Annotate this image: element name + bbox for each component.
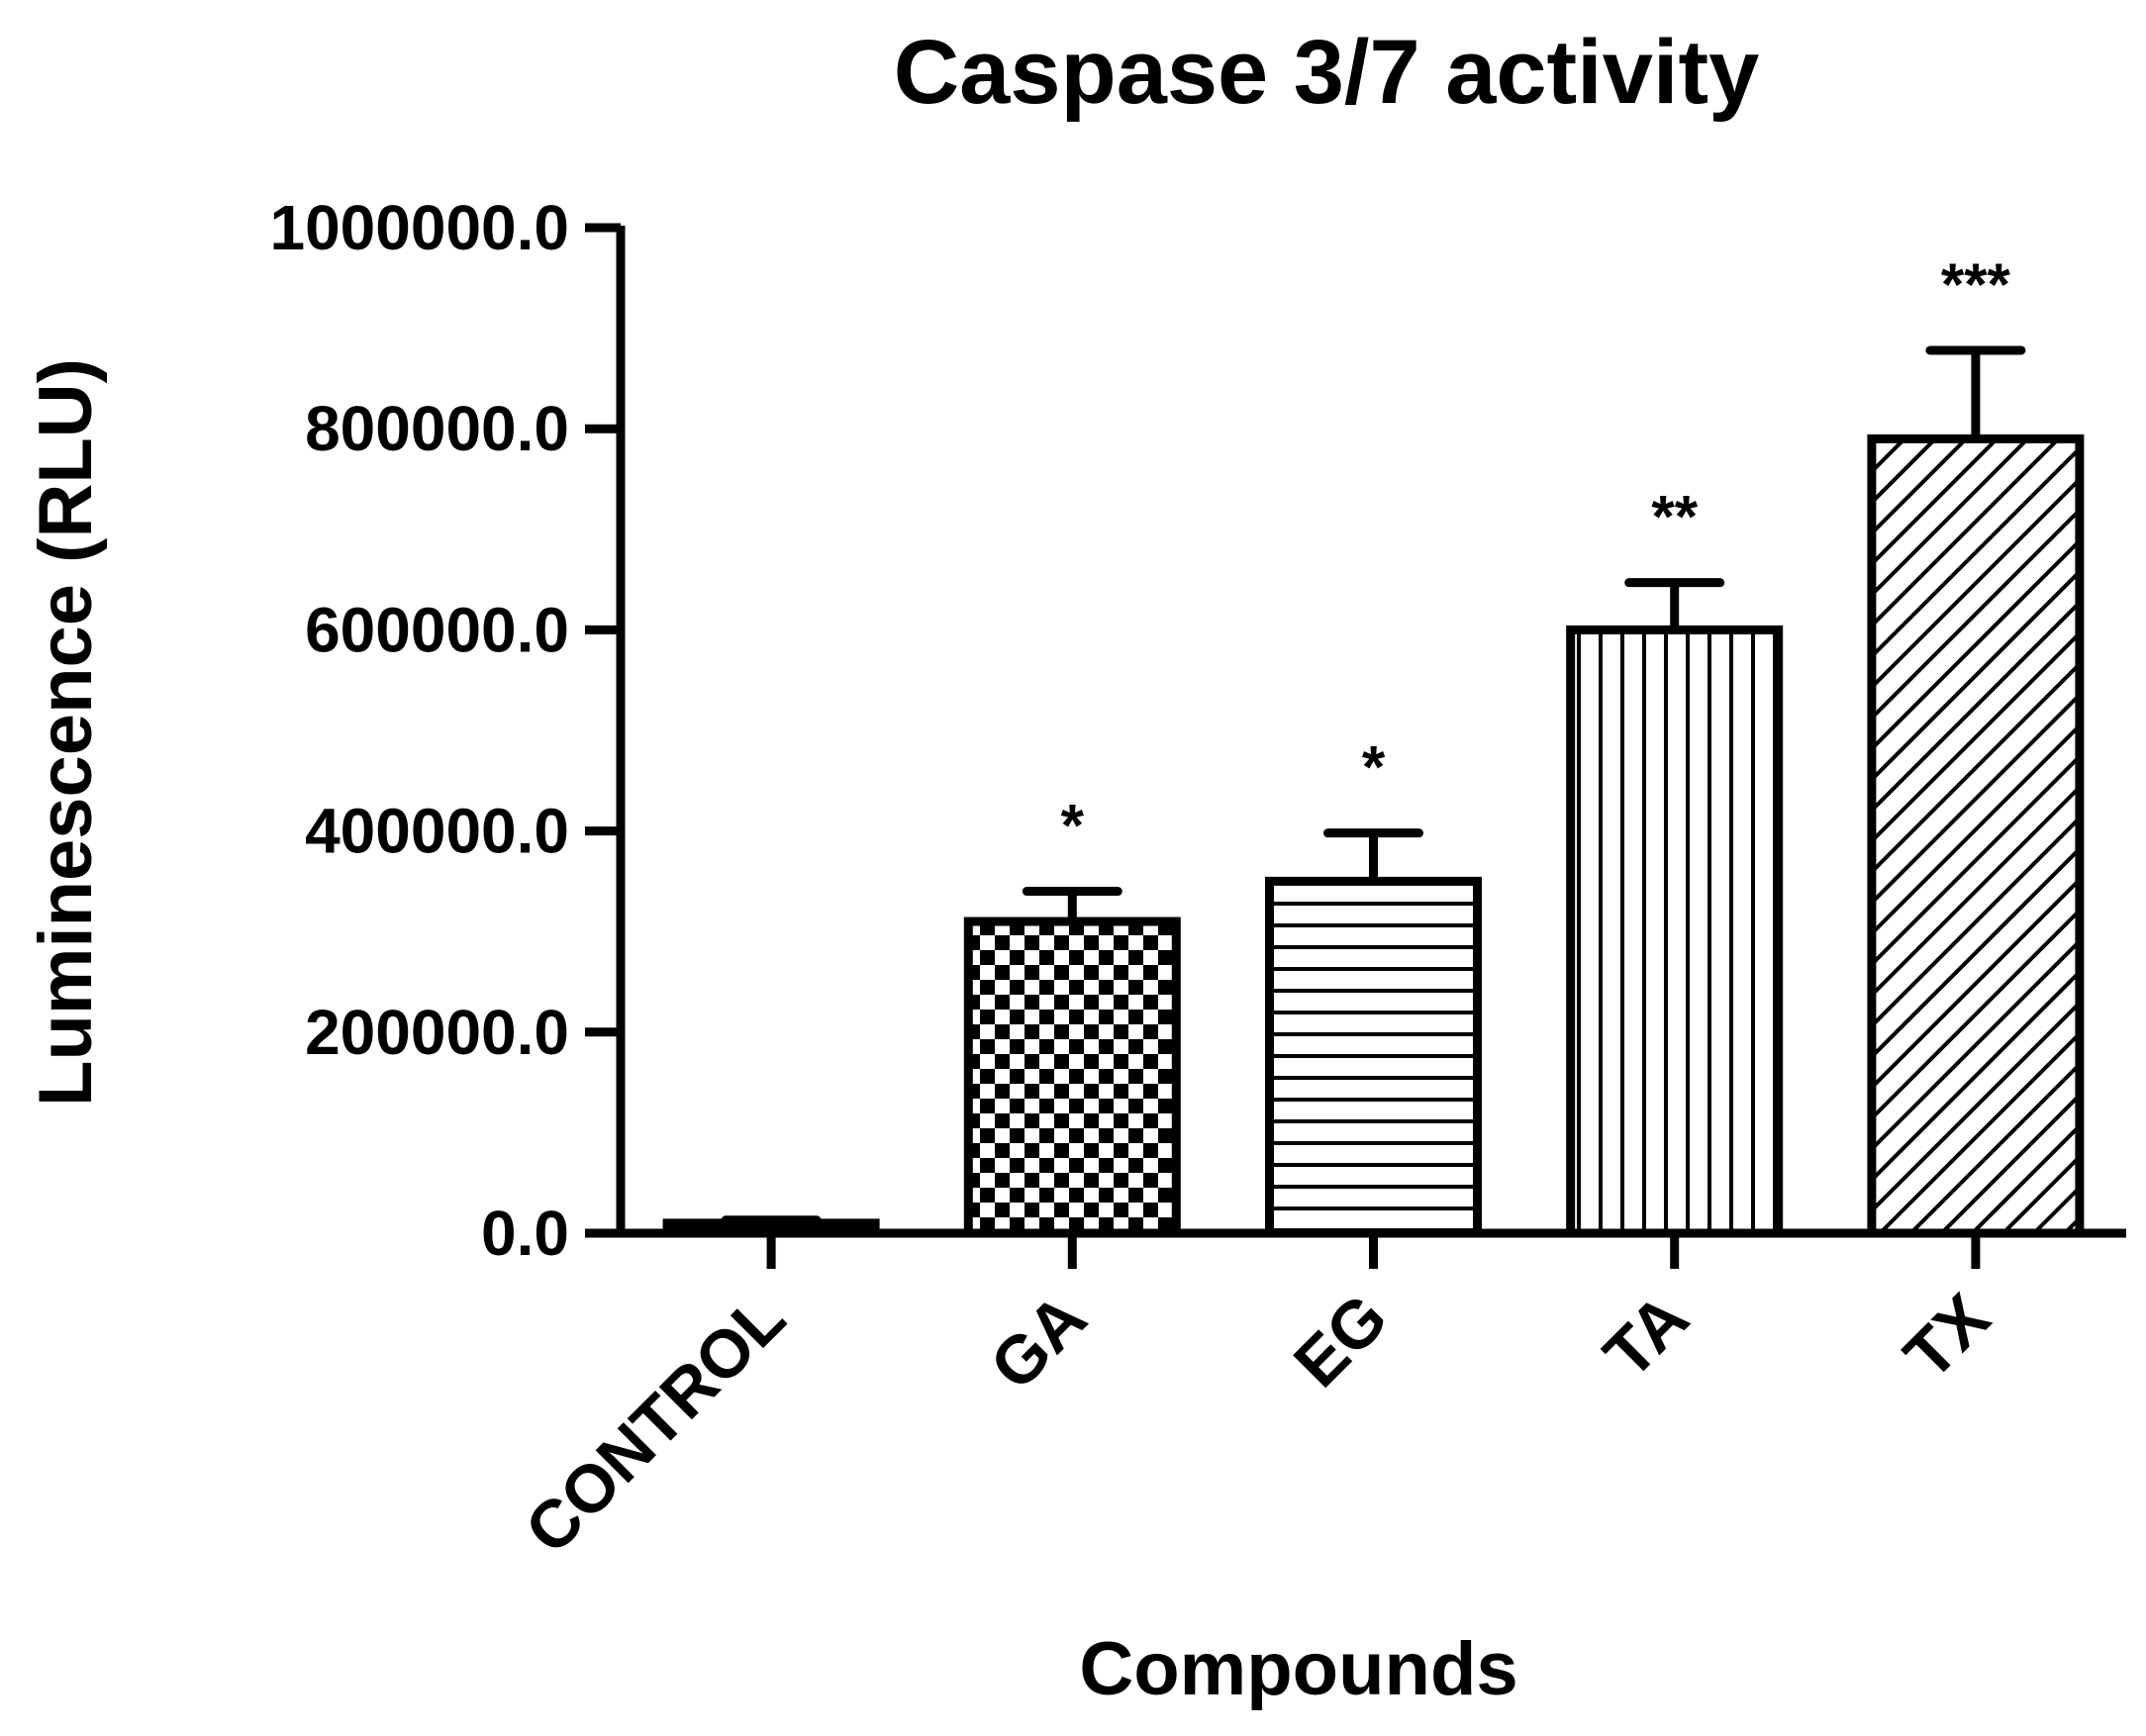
bar-eg [1265, 876, 1482, 1238]
bar-ga [963, 916, 1181, 1238]
x-tick-label: TA [1590, 1280, 1703, 1393]
chart-title: Caspase 3/7 activity [894, 22, 1760, 123]
y-tick-label: 200000.0 [305, 997, 569, 1068]
y-tick-label: 600000.0 [305, 594, 569, 665]
significance-marker: * [1362, 734, 1386, 801]
y-axis-label: Luminescence (RLU) [24, 358, 108, 1107]
bar-ta [1566, 625, 1784, 1238]
y-tick-label: 800000.0 [305, 393, 569, 464]
plot-area: 0.0 200000.0 400000.0 600000.0 800000.0 10000… [269, 192, 2126, 1568]
x-axis-label: Compounds [1079, 1627, 1517, 1711]
x-tick-label: GA [976, 1280, 1101, 1404]
significance-marker: *** [1941, 251, 2011, 318]
significance-marker: * [1061, 793, 1085, 859]
significance-marker: ** [1651, 484, 1698, 550]
bar-tx [1867, 434, 2085, 1238]
x-tick-label: CONTROL [511, 1280, 799, 1568]
x-tick-label: TX [1890, 1280, 2003, 1394]
y-tick-label: 0.0 [481, 1198, 569, 1269]
bar-control [662, 1218, 880, 1238]
x-tick-label: EG [1280, 1280, 1402, 1401]
y-tick-label: 400000.0 [305, 796, 569, 867]
y-tick-label: 1000000.0 [269, 192, 569, 263]
